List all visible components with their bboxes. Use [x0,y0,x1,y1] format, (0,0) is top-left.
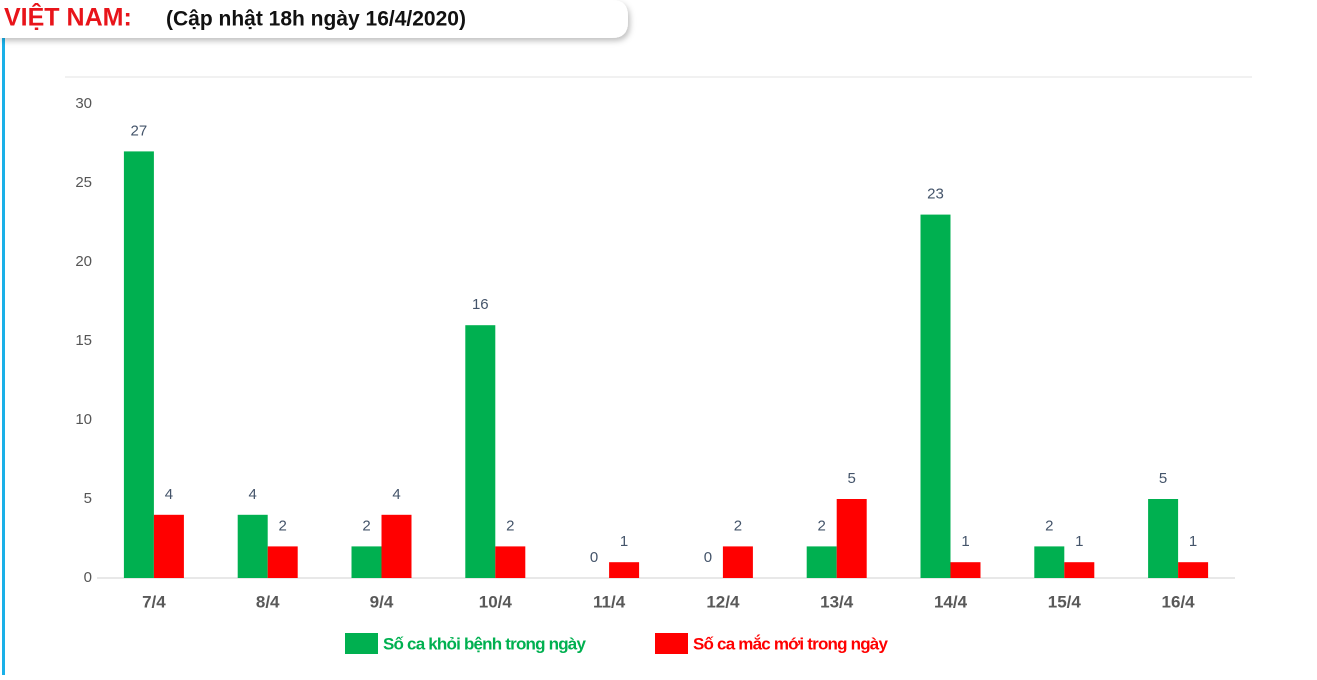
bar [381,514,412,578]
value-label: 2 [279,517,287,534]
x-tick-label: 15/4 [1048,592,1082,611]
bar [1064,562,1095,578]
x-tick-label: 8/4 [256,592,280,611]
side-bar [2,36,5,675]
bar [609,562,640,578]
x-tick-label: 10/4 [479,592,513,611]
value-label: 2 [734,517,742,534]
value-label: 2 [362,517,370,534]
value-label: 1 [961,533,969,550]
x-tick-label: 13/4 [820,592,854,611]
bar [153,514,184,578]
bar [1034,546,1065,578]
bar [836,499,867,578]
bar [722,546,753,578]
value-label: 2 [1045,517,1053,534]
y-tick-label: 15 [75,332,92,349]
bar [465,325,496,578]
bar [1178,562,1209,578]
value-label: 2 [818,517,826,534]
y-tick-label: 5 [84,490,92,507]
bar [237,514,268,578]
bar [950,562,981,578]
legend-swatch [345,633,378,654]
value-label: 4 [249,486,257,503]
y-tick-label: 10 [75,411,92,428]
legend-label: Số ca khỏi bệnh trong ngày [383,634,586,653]
value-label: 5 [1159,470,1167,487]
x-tick-label: 14/4 [934,592,968,611]
value-label: 0 [704,549,712,566]
y-tick-label: 25 [75,174,92,191]
legend-label: Số ca mắc mới trong ngày [693,634,888,653]
value-label: 1 [620,533,628,550]
bar [351,546,382,578]
bar [1148,499,1179,578]
chart-subtitle: (Cập nhật 18h ngày 16/4/2020) [166,8,466,31]
bar [920,214,951,578]
bar [123,151,154,578]
value-label: 1 [1189,533,1197,550]
y-tick-label: 20 [75,253,92,270]
bar [495,546,526,578]
x-tick-label: 7/4 [142,592,166,611]
y-tick-label: 30 [75,95,92,112]
y-tick-label: 0 [84,569,92,586]
legend-swatch [655,633,688,654]
value-label: 23 [927,186,944,203]
value-label: 1 [1075,533,1083,550]
header-tab [0,0,628,38]
chart-title: VIỆT NAM: [4,2,132,32]
x-tick-label: 16/4 [1162,592,1196,611]
x-tick-label: 11/4 [593,592,626,611]
value-label: 27 [131,122,148,139]
value-label: 2 [506,517,514,534]
bar [267,546,298,578]
value-label: 4 [392,486,400,503]
x-tick-label: 9/4 [370,592,394,611]
value-label: 0 [590,549,598,566]
x-tick-label: 12/4 [706,592,740,611]
value-label: 4 [165,486,173,503]
bar [806,546,837,578]
value-label: 16 [472,296,489,313]
value-label: 5 [848,470,856,487]
